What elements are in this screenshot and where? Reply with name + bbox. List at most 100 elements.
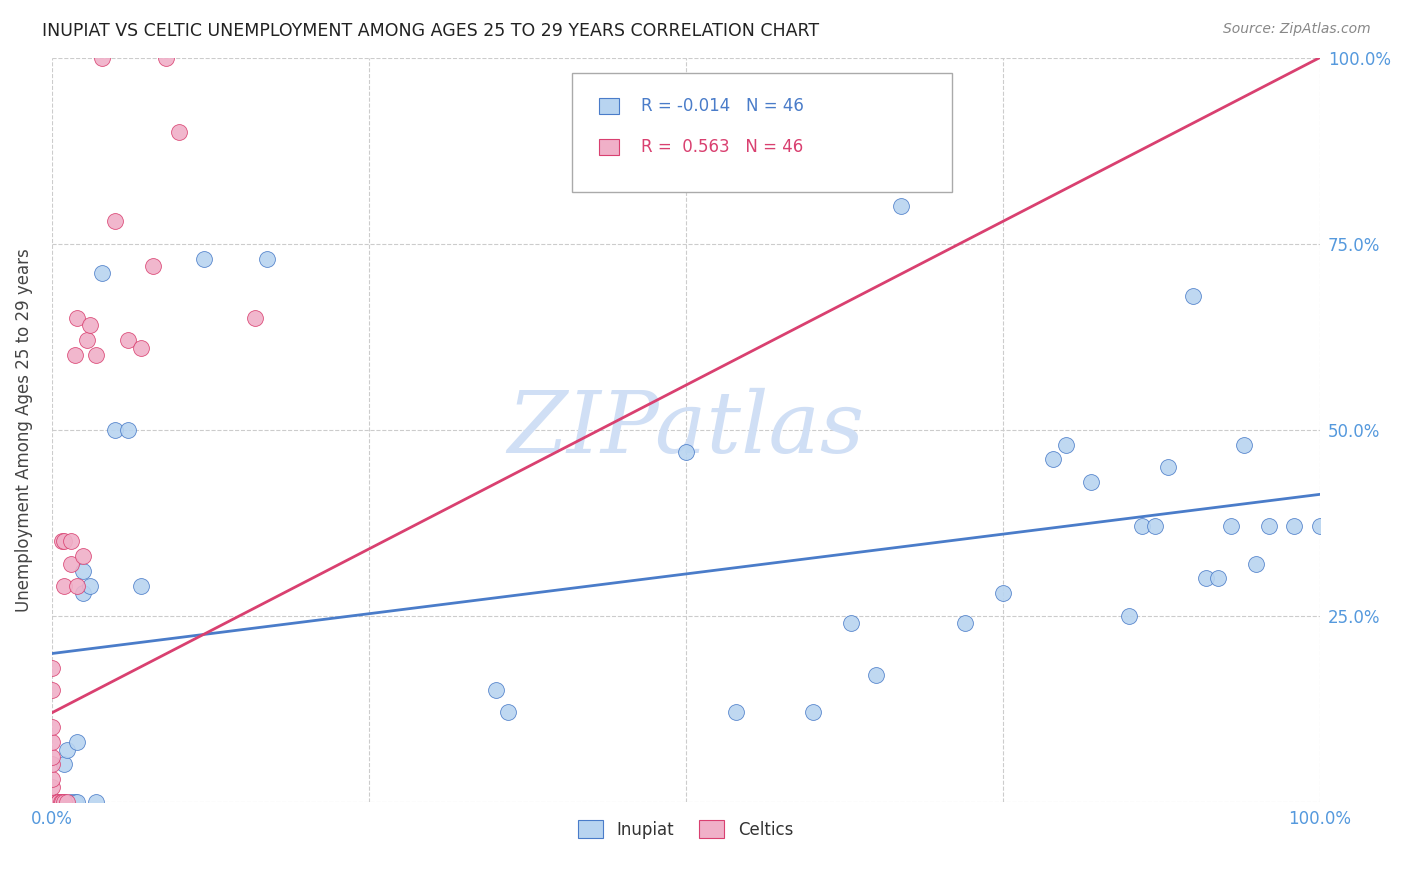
Point <box>1042 452 1064 467</box>
Point <box>56 742 79 756</box>
Point <box>1219 519 1241 533</box>
Point <box>890 199 912 213</box>
Point <box>66 311 89 326</box>
Point <box>1258 519 1281 533</box>
Point <box>41 795 63 809</box>
Point <box>84 348 107 362</box>
Point <box>66 795 89 809</box>
Point <box>1130 519 1153 533</box>
Point <box>953 615 976 630</box>
Point <box>91 51 114 65</box>
Point <box>41 795 63 809</box>
Point <box>1284 519 1306 533</box>
Point <box>1246 557 1268 571</box>
Point <box>41 795 63 809</box>
Text: INUPIAT VS CELTIC UNEMPLOYMENT AMONG AGES 25 TO 29 YEARS CORRELATION CHART: INUPIAT VS CELTIC UNEMPLOYMENT AMONG AGE… <box>42 22 820 40</box>
Point <box>63 348 86 362</box>
Point <box>84 795 107 809</box>
Point <box>41 795 63 809</box>
Point <box>63 795 86 809</box>
Point <box>41 795 63 809</box>
Point <box>129 341 152 355</box>
Point <box>675 445 697 459</box>
Point <box>865 668 887 682</box>
Bar <box>599 98 619 114</box>
Point <box>51 795 73 809</box>
Point <box>41 780 63 794</box>
Point <box>1054 437 1077 451</box>
Point <box>1206 571 1229 585</box>
Point <box>496 706 519 720</box>
Point <box>155 51 177 65</box>
Point <box>72 586 94 600</box>
Point <box>801 706 824 720</box>
Point <box>484 683 506 698</box>
Point <box>104 214 127 228</box>
Point <box>53 757 76 772</box>
Point <box>41 795 63 809</box>
Point <box>59 534 82 549</box>
Point <box>53 534 76 549</box>
Point <box>117 334 139 348</box>
Point <box>991 586 1014 600</box>
Point <box>46 795 69 809</box>
Point <box>256 252 278 266</box>
Point <box>49 795 72 809</box>
Point <box>41 735 63 749</box>
Point <box>129 579 152 593</box>
Point <box>41 757 63 772</box>
Point <box>72 564 94 578</box>
Point <box>1118 608 1140 623</box>
Point <box>59 557 82 571</box>
Point <box>53 795 76 809</box>
Text: Source: ZipAtlas.com: Source: ZipAtlas.com <box>1223 22 1371 37</box>
Point <box>41 795 63 809</box>
Point <box>1143 519 1166 533</box>
Point <box>41 795 63 809</box>
Point <box>46 795 69 809</box>
Point <box>66 735 89 749</box>
Point <box>66 579 89 593</box>
Point <box>142 259 165 273</box>
Point <box>51 534 73 549</box>
Text: ZIPatlas: ZIPatlas <box>508 388 865 471</box>
Point <box>41 720 63 734</box>
Point <box>1309 519 1331 533</box>
Point <box>41 795 63 809</box>
Point <box>1156 459 1178 474</box>
Point <box>41 795 63 809</box>
Point <box>725 706 748 720</box>
Point <box>72 549 94 563</box>
Point <box>41 750 63 764</box>
Point <box>51 795 73 809</box>
Point <box>41 795 63 809</box>
Point <box>53 795 76 809</box>
Point <box>79 579 101 593</box>
Point <box>59 795 82 809</box>
Point <box>1194 571 1216 585</box>
Point <box>41 661 63 675</box>
Text: R =  0.563   N = 46: R = 0.563 N = 46 <box>641 138 804 156</box>
Y-axis label: Unemployment Among Ages 25 to 29 years: Unemployment Among Ages 25 to 29 years <box>15 248 32 612</box>
Point <box>243 311 266 326</box>
Point <box>839 615 862 630</box>
Point <box>1080 475 1102 489</box>
Point <box>104 423 127 437</box>
Bar <box>599 139 619 155</box>
Point <box>1232 437 1254 451</box>
Point <box>46 795 69 809</box>
Legend: Inupiat, Celtics: Inupiat, Celtics <box>572 814 800 846</box>
Point <box>167 125 190 139</box>
Point <box>56 795 79 809</box>
Point <box>117 423 139 437</box>
Point <box>41 683 63 698</box>
Point <box>79 318 101 333</box>
FancyBboxPatch shape <box>572 72 952 192</box>
Point <box>41 772 63 787</box>
Point <box>53 579 76 593</box>
Text: R = -0.014   N = 46: R = -0.014 N = 46 <box>641 97 804 115</box>
Point <box>76 334 98 348</box>
Point <box>193 252 215 266</box>
Point <box>41 795 63 809</box>
Point <box>1181 289 1204 303</box>
